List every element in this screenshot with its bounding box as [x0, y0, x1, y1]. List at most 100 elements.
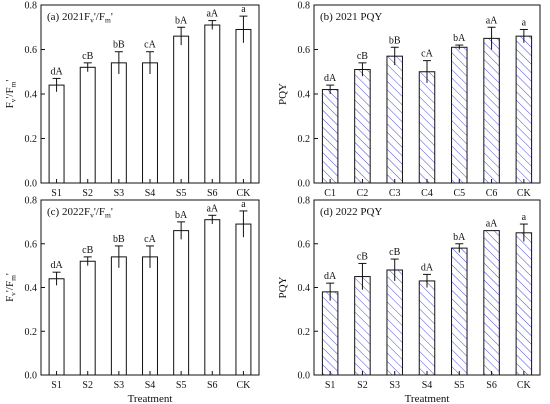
y-tick-label: 0.8 [298, 196, 311, 207]
bar-significance-label: a [241, 4, 246, 15]
bar [451, 247, 468, 376]
x-tick-label: S4 [422, 380, 433, 391]
bar [48, 84, 65, 184]
y-tick-label: 0.4 [25, 283, 38, 294]
y-tick-label: 0.2 [298, 327, 311, 338]
bar-significance-label: cB [82, 51, 93, 62]
bar [142, 62, 158, 184]
y-axis-label: PQY [277, 83, 289, 105]
x-tick-label: S2 [357, 380, 368, 391]
bar [515, 35, 533, 184]
x-tick-label: CK [236, 188, 251, 199]
x-tick-label: C6 [486, 188, 498, 199]
bar-significance-label: bB [113, 40, 125, 51]
chart-panel-4: 0.0 0.2 0.4 0.6 0.8 dA S1 cB S2 cB S3 dA S4 bA S5 aA S6 a… [277, 196, 541, 404]
bar-significance-label: bB [389, 35, 401, 46]
bar [386, 55, 403, 184]
bar [483, 230, 500, 376]
bar-significance-label: cB [82, 245, 93, 256]
y-tick-label: 0.8 [25, 1, 38, 12]
bar [235, 223, 252, 376]
bar-significance-label: a [522, 212, 527, 223]
bar [173, 230, 190, 376]
bar-significance-label: a [522, 17, 527, 28]
bar [386, 269, 403, 376]
x-tick-label: CK [517, 380, 532, 391]
panel-title: (a) 2021Fv'/Fm' [47, 11, 113, 25]
x-tick-label: S2 [82, 188, 93, 199]
bar-significance-label: aA [206, 9, 218, 20]
bar-significance-label: aA [486, 219, 498, 230]
y-tick-label: 0.8 [298, 1, 311, 12]
chart-panel-3: 0.0 0.2 0.4 0.6 0.8 dA S1 cB S2 bB S3 cA S4 bA S5 aA S6 a… [4, 196, 260, 404]
bar [354, 276, 371, 376]
x-tick-label: C2 [357, 188, 369, 199]
bar [321, 89, 339, 184]
bar-significance-label: bB [113, 234, 125, 245]
y-tick-label: 0.0 [25, 371, 38, 382]
x-tick-label: S4 [145, 188, 156, 199]
y-axis-label: Fv'/Fm' [4, 80, 18, 109]
x-tick-label: C4 [421, 188, 433, 199]
bar-significance-label: dA [50, 66, 63, 77]
bar [321, 291, 339, 376]
y-tick-label: 0.0 [298, 371, 311, 382]
bar-significance-label: cA [144, 234, 156, 245]
bar-significance-label: bA [453, 33, 466, 44]
x-tick-label: S6 [207, 188, 218, 199]
y-tick-label: 0.2 [25, 134, 38, 145]
y-axis-label: Fv'/Fm' [4, 273, 18, 302]
bar-significance-label: aA [486, 15, 498, 26]
bar-significance-label: cA [144, 40, 156, 51]
y-tick-label: 0.6 [25, 239, 38, 250]
y-tick-label: 0.0 [25, 179, 38, 190]
y-tick-label: 0.6 [298, 45, 311, 56]
bar [142, 256, 158, 376]
chart-panel-1: 0.0 0.2 0.4 0.6 0.8 dA S1 cB S2 bB S3 cA S4 bA S5 aA S6 a… [4, 1, 260, 199]
panel-title: (c) 2022Fv'/Fm' [47, 206, 113, 220]
x-tick-label: S1 [325, 380, 336, 391]
bar-significance-label: dA [421, 262, 434, 273]
x-tick-label: S3 [114, 380, 125, 391]
x-axis-label: Treatment [128, 393, 173, 404]
y-tick-label: 0.6 [298, 239, 311, 250]
bar-significance-label: cB [389, 247, 400, 258]
x-tick-label: S2 [82, 380, 93, 391]
x-tick-label: C3 [389, 188, 401, 199]
x-axis-label: Treatment [405, 393, 450, 404]
bar [48, 278, 65, 376]
bar [418, 280, 436, 376]
y-tick-label: 0.4 [298, 90, 311, 101]
bar-significance-label: a [241, 199, 246, 210]
x-tick-label: CK [517, 188, 532, 199]
y-axis-label: PQY [277, 276, 289, 298]
panel-title: (d) 2022 PQY [320, 206, 382, 218]
x-tick-label: S6 [486, 380, 497, 391]
bar [354, 69, 371, 184]
x-tick-label: S6 [207, 380, 218, 391]
x-tick-label: S3 [389, 380, 400, 391]
x-tick-label: S1 [51, 188, 62, 199]
y-tick-label: 0.6 [25, 45, 38, 56]
x-tick-label: S3 [114, 188, 125, 199]
x-tick-label: S5 [176, 188, 187, 199]
y-tick-label: 0.2 [298, 134, 311, 145]
bar [515, 232, 533, 376]
y-tick-label: 0.2 [25, 327, 38, 338]
bar [204, 219, 221, 376]
bar [451, 46, 468, 184]
bar-significance-label: dA [324, 271, 337, 282]
bar-significance-label: bA [453, 232, 466, 243]
chart-panel-2: 0.0 0.2 0.4 0.6 0.8 dA C1 cB C2 bB C3 cA C4 bA C5 aA C6 a… [277, 1, 541, 199]
x-tick-label: C5 [453, 188, 465, 199]
x-tick-label: S5 [454, 380, 465, 391]
bar-significance-label: bA [175, 15, 188, 26]
bar-significance-label: bA [175, 210, 188, 221]
x-tick-label: S4 [145, 380, 156, 391]
bar [79, 66, 96, 184]
bar [173, 35, 190, 184]
x-tick-label: S1 [51, 380, 62, 391]
bar-significance-label: dA [324, 73, 337, 84]
bar [418, 71, 436, 184]
